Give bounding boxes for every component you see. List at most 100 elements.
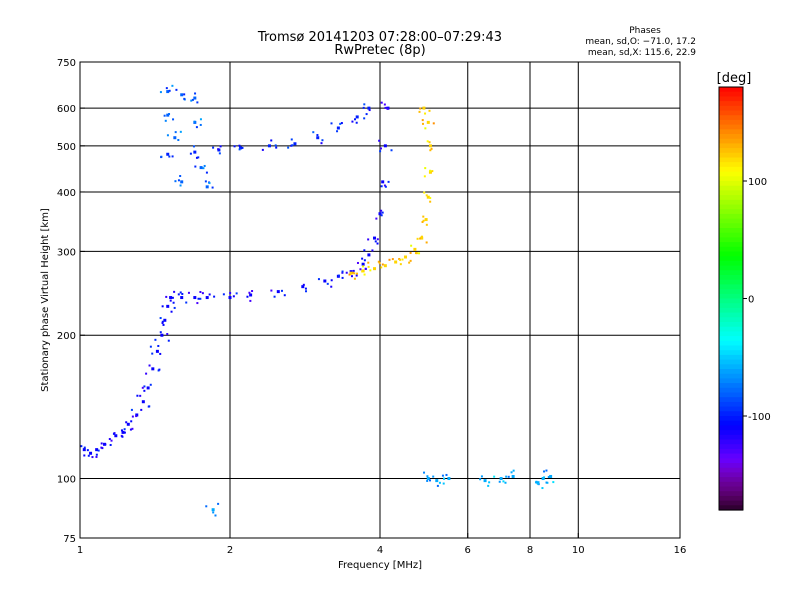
colorbar-segment [719,458,743,464]
scatter-dot [341,270,344,273]
scatter-dot [91,456,94,459]
scatter-dot [197,156,200,159]
data-point [499,477,503,481]
scatter-dot [419,237,422,240]
colorbar-segment [719,298,743,304]
colorbar-segment [719,505,743,511]
scatter-dot [100,442,103,445]
scatter-dot [416,237,419,240]
scatter-dot [170,310,173,313]
scatter-dot [390,149,393,152]
scatter-dot [426,479,429,482]
scatter-dot [320,142,323,145]
scatter-dot [428,141,431,144]
data-point [426,477,430,481]
scatter-dot [249,299,252,302]
colorbar-segment [719,152,743,159]
scatter-dot [423,471,426,474]
scatter-dot [363,273,366,276]
scatter-dot [172,118,175,121]
data-point [166,152,170,156]
scatter-dot [391,258,394,261]
data-point [173,136,177,140]
scatter-dot [418,110,421,113]
colorbar-segment [719,213,743,220]
scatter-dot [219,145,222,148]
y-tick-label: 100 [57,475,76,486]
scatter-dot [547,476,550,479]
scatter-dot [238,144,241,147]
scatter-dot [187,291,190,294]
colorbar-segment [719,467,743,473]
colorbar-segment [719,401,743,408]
scatter-dot [251,290,254,293]
scatter-dot [371,249,374,252]
colorbar-segment [719,439,743,445]
scatter-dot [425,223,428,226]
colorbar-segment [719,453,743,459]
x-tick-label: 8 [527,545,533,556]
colorbar-segment [719,500,743,506]
scatter-dot [141,386,144,389]
colorbar-segment [719,134,743,140]
x-tick-label: 4 [377,545,383,556]
scatter-dot [179,175,182,178]
scatter-dot [424,127,427,130]
colorbar-segment [719,326,743,332]
scatter-dot [167,339,170,342]
colorbar-segment [719,387,743,394]
colorbar-segment [719,350,743,356]
series-sporadic-echoes [205,469,555,517]
scatter-dot [380,214,383,217]
scatter-dot [421,122,424,125]
scatter-dot [183,97,186,100]
scatter-dot [512,469,515,472]
colorbar-segment [719,101,743,107]
data-point [536,481,540,485]
scatter-dot [232,295,235,298]
data-point [428,170,432,174]
scatter-dot [238,148,241,151]
scatter-dot [201,292,204,295]
scatter-dot [172,301,175,304]
scatter-dot [159,317,162,320]
scatter-dot [123,428,126,431]
colorbar-segment [719,162,743,168]
data-point [169,296,173,300]
scatter-dot [211,186,214,189]
data-point [141,400,145,404]
colorbar-segment [719,256,743,262]
data-point [121,430,125,434]
scatter-dot [139,394,142,397]
scatter-dot [534,481,537,484]
data-point [228,296,232,300]
scatter-dot [274,144,277,147]
data-point [483,479,487,483]
data-point [166,90,170,94]
data-point [420,236,424,240]
scatter-dot [487,484,490,487]
colorbar-segment [719,195,743,201]
colorbar-segment [719,199,743,206]
data-point [205,185,209,189]
colorbar-segment [719,260,743,267]
scatter-dot [208,182,211,185]
scatter-dot [361,270,364,273]
data-point [166,304,170,308]
x-tick-label: 10 [572,545,585,556]
scatter-dot [161,320,164,323]
scatter-dot [275,146,278,149]
scatter-dot [174,180,177,183]
scatter-dot [432,122,435,125]
data-point [355,115,359,119]
scatter-dot [545,469,548,472]
colorbar-segment [719,444,743,450]
scatter-dot [351,120,354,123]
colorbar-segment [719,91,743,97]
data-point [367,253,371,257]
scatter-dot [380,185,383,188]
scatter-dot [438,481,441,484]
scatter-dot [326,282,329,285]
scatter-dot [416,252,419,255]
colorbar-segment [719,359,743,365]
